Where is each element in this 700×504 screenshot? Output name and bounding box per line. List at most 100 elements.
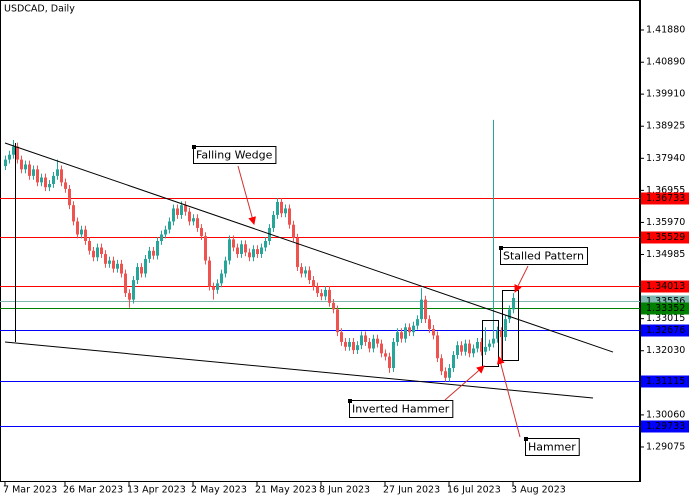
candle-body — [72, 205, 75, 222]
candle-body — [308, 270, 311, 281]
candle-body — [24, 164, 27, 170]
candle-body — [392, 341, 395, 369]
candle-body — [468, 343, 471, 354]
candle-body — [224, 260, 227, 274]
candle-body — [384, 353, 387, 357]
candle-body — [264, 241, 267, 248]
y-tick-label: 1.39910 — [646, 89, 685, 100]
y-tick-label: 1.37940 — [646, 153, 685, 164]
candle-body — [400, 332, 403, 339]
candle-body — [240, 244, 243, 255]
candle-body — [100, 247, 103, 255]
level-label-box — [641, 280, 689, 293]
axis-bg — [0, 482, 640, 500]
y-tick-label: 1.38925 — [646, 121, 685, 132]
x-tick-label: 27 Jun 2023 — [383, 485, 440, 496]
annotation-text: Stalled Pattern — [503, 250, 584, 263]
candle-body — [340, 332, 343, 342]
candle-body — [184, 205, 187, 212]
candle-body — [376, 338, 379, 344]
candle-body — [456, 345, 459, 355]
candle-body — [304, 270, 307, 274]
candle-body — [88, 241, 91, 251]
level-label: 1.33556 — [646, 296, 685, 307]
candle-body — [380, 343, 383, 354]
candle-body — [368, 341, 371, 349]
candle-body — [420, 299, 423, 320]
level-label: 1.35529 — [646, 232, 685, 243]
candle-body — [56, 169, 59, 176]
candle-body — [404, 327, 407, 339]
x-tick-label: 13 Apr 2023 — [127, 485, 186, 496]
candle-body — [36, 169, 39, 183]
candle-body — [188, 211, 191, 222]
candle-body — [168, 221, 171, 230]
level-label-box — [641, 420, 689, 433]
candle-body — [176, 208, 179, 215]
annotation: Hammer — [524, 437, 580, 456]
annotation-text: Falling Wedge — [196, 149, 273, 162]
x-tick-label: 16 Jul 2023 — [447, 485, 501, 496]
candle-body — [500, 330, 503, 338]
candle-body — [284, 208, 287, 214]
candle-body — [212, 286, 215, 290]
level-label-box — [641, 192, 689, 205]
candle-body — [28, 164, 31, 176]
y-tick-label: 1.32030 — [646, 345, 685, 356]
y-tick-label: 1.33015 — [646, 313, 685, 324]
candle-body — [68, 188, 71, 206]
level-label-box — [641, 231, 689, 244]
plot-frame — [0, 0, 640, 482]
candle-body — [76, 221, 79, 235]
candle-body — [204, 236, 207, 261]
level-label: 1.34013 — [646, 281, 685, 292]
candle-body — [424, 299, 427, 320]
candle-body — [320, 293, 323, 297]
y-tick-label: 1.34985 — [646, 249, 685, 260]
y-tick-label: 1.36955 — [646, 185, 685, 196]
candle-body — [128, 293, 131, 300]
candle-body — [312, 280, 315, 287]
candle-body — [140, 267, 143, 274]
candle-body — [124, 273, 127, 294]
candle-body — [488, 343, 491, 347]
x-tick-label: 7 Mar 2023 — [3, 485, 57, 496]
candle-body — [464, 343, 467, 352]
level-label-box — [641, 375, 689, 388]
candle-body — [132, 280, 135, 300]
candle-body — [372, 338, 375, 349]
y-tick-label: 1.35970 — [646, 217, 685, 228]
candle-body — [244, 244, 247, 253]
candle-body — [436, 335, 439, 359]
y-tick-label: 1.40890 — [646, 57, 685, 68]
arrow — [514, 265, 529, 293]
candle-body — [16, 146, 19, 160]
candle-body — [348, 341, 351, 347]
candle-body — [408, 327, 411, 333]
candle-body — [84, 229, 87, 241]
candle-body — [336, 309, 339, 333]
candle-body — [504, 319, 507, 338]
candle-body — [112, 260, 115, 269]
annotation: Inverted Hammer — [348, 399, 454, 418]
candle-body — [412, 325, 415, 333]
candle-body — [196, 218, 199, 228]
candle-body — [508, 309, 511, 320]
candle-body — [288, 208, 291, 225]
candle-body — [512, 297, 515, 310]
annotation-text: Hammer — [528, 441, 576, 454]
x-tick-label: 21 May 2023 — [255, 485, 317, 496]
candle-body — [192, 218, 195, 222]
candle-body — [300, 267, 303, 274]
level-label: 1.32676 — [646, 325, 685, 336]
candle-body — [432, 328, 435, 336]
candle-body — [136, 267, 139, 281]
candle-body — [444, 371, 447, 378]
level-label: 1.33352 — [646, 303, 685, 314]
candle-body — [220, 273, 223, 284]
candle-body — [44, 177, 47, 188]
candle-body — [324, 289, 327, 297]
y-tick-label: 1.30060 — [646, 409, 685, 420]
x-tick-label: 2 May 2023 — [191, 485, 247, 496]
